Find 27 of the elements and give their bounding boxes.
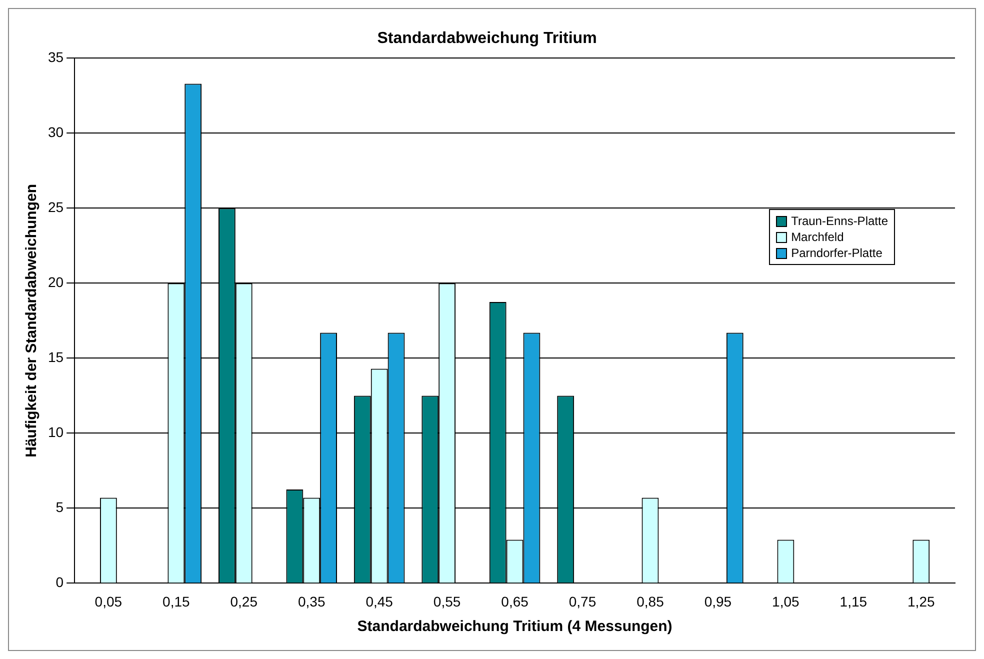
y-tick-label: 15 xyxy=(48,349,64,366)
x-tick-label: 1,05 xyxy=(772,593,800,610)
x-tick-label: 1,25 xyxy=(908,593,935,610)
x-tick-label: 0,65 xyxy=(501,593,529,610)
x-tick-label: 1,15 xyxy=(840,593,868,610)
legend-label: Marchfeld xyxy=(791,229,844,245)
y-tick-label: 25 xyxy=(48,199,64,216)
x-tick-label: 0,75 xyxy=(568,593,596,610)
y-tick-label: 35 xyxy=(48,49,64,66)
x-tick-label: 0,95 xyxy=(704,593,732,610)
legend-label: Parndorfer-Platte xyxy=(791,245,882,261)
x-tick-label: 0,05 xyxy=(94,593,122,610)
legend-label: Traun-Enns-Platte xyxy=(791,213,888,229)
y-tick-label: 20 xyxy=(48,274,64,290)
x-tick-label: 0,55 xyxy=(433,593,461,610)
x-tick-label: 0,45 xyxy=(366,593,394,610)
x-tick-label: 0,85 xyxy=(636,593,664,610)
y-tick-label: 10 xyxy=(48,424,64,440)
y-tick-label: 0 xyxy=(56,574,64,590)
chart-title: Standardabweichung Tritium xyxy=(377,30,597,48)
x-tick-label: 0,35 xyxy=(298,593,326,610)
x-tick-label: 0,25 xyxy=(230,593,258,610)
y-tick-label: 5 xyxy=(56,499,64,516)
y-tick-label: 30 xyxy=(48,124,64,140)
x-tick-label: 0,15 xyxy=(162,593,190,610)
x-axis-title: Standardabweichung Tritium (4 Messungen) xyxy=(357,618,672,636)
y-axis-title: Häufigkeit der Standardabweichungen xyxy=(23,184,40,458)
